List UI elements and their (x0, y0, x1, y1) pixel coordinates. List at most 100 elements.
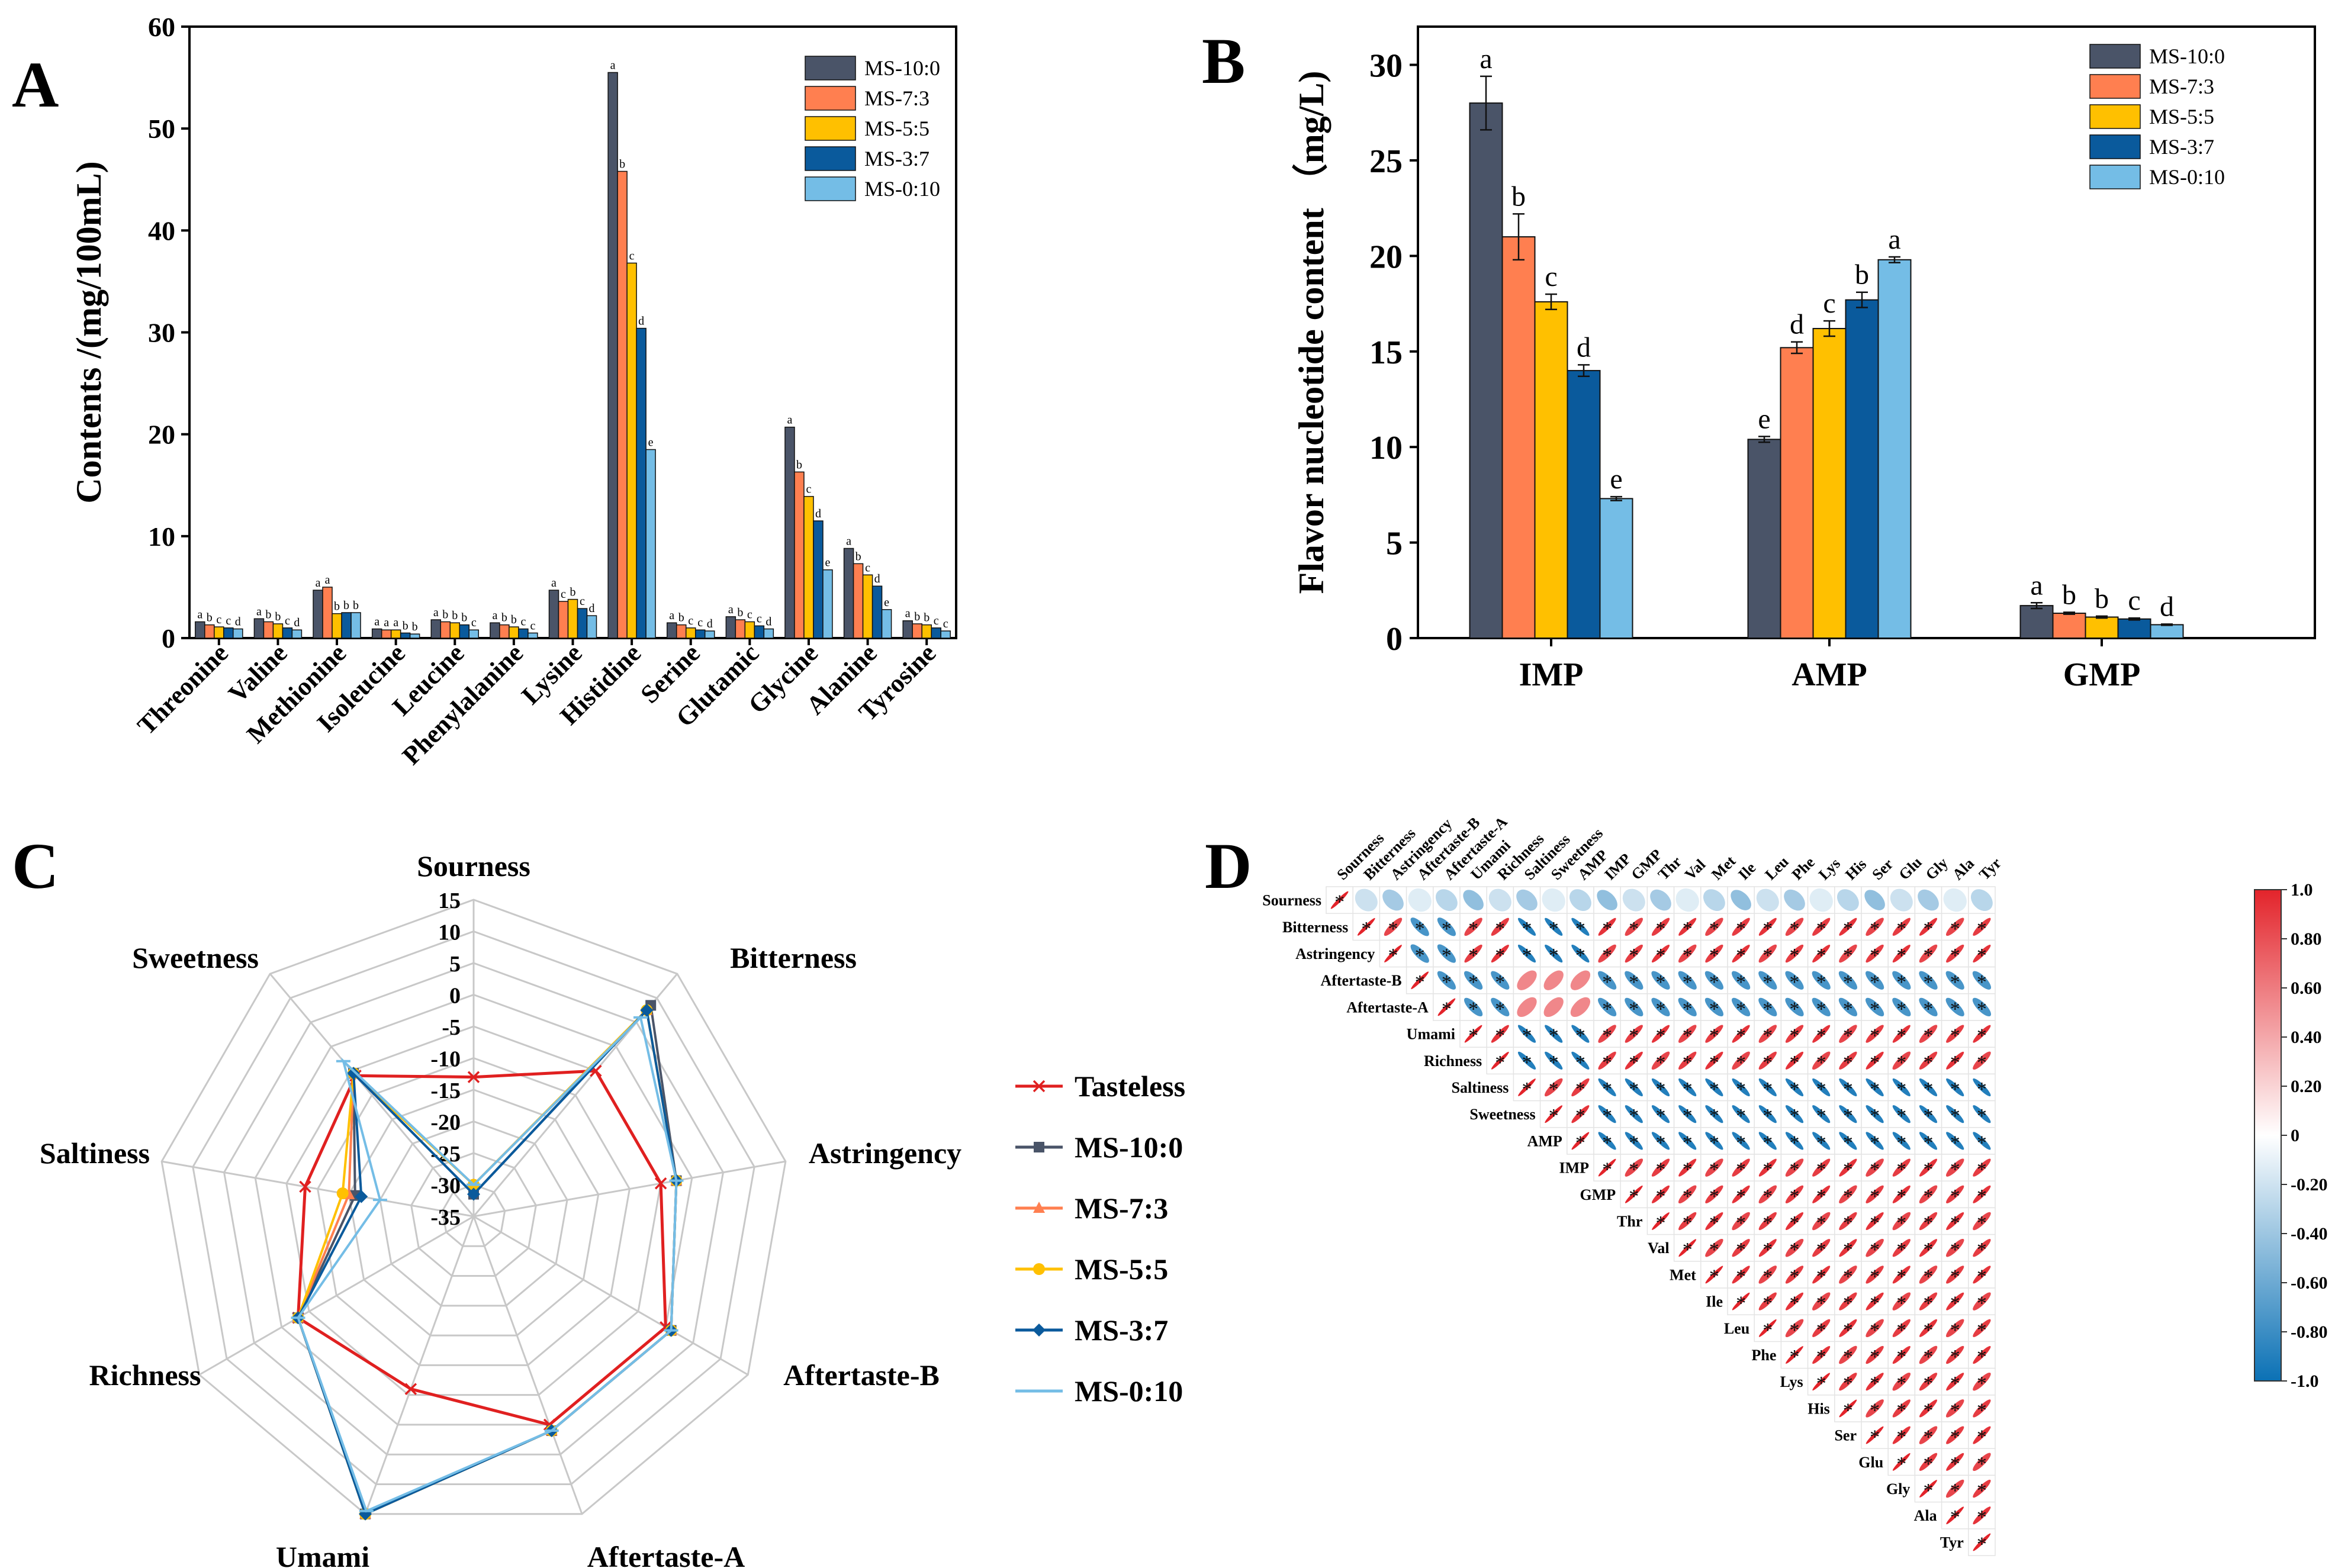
y-tick-label: 60 (148, 12, 175, 42)
correlation-ellipse (1919, 1292, 1938, 1311)
significance-letter: b (265, 608, 271, 621)
significance-asterisk: * (1950, 1025, 1960, 1047)
taste-radar-chart: 151050-5-10-15-20-25-30-35SournessBitter… (40, 849, 1185, 1568)
correlation-ellipse (1758, 944, 1777, 963)
radar-tick-label: -25 (430, 1142, 461, 1167)
correlation-ellipse (1732, 1105, 1750, 1123)
significance-asterisk: * (1843, 1399, 1853, 1421)
legend-label: MS-0:10 (864, 177, 940, 201)
correlation-ellipse (1945, 917, 1964, 936)
bar (350, 612, 361, 639)
heatmap-cell (1620, 1127, 1648, 1155)
significance-asterisk: * (1924, 918, 1934, 940)
amino-acid-bar-chart: 0 10 20 30 40 50 60 Contents /(mg/100mL) Threoni… (69, 12, 957, 771)
significance-asterisk: * (1977, 998, 1987, 1020)
significance-asterisk: * (1656, 998, 1666, 1020)
significance-asterisk: * (1629, 1025, 1639, 1047)
significance-asterisk: * (1656, 1025, 1666, 1047)
correlation-ellipse (1866, 1292, 1884, 1311)
heatmap-column-label: Glu (1896, 854, 1925, 883)
correlation-ellipse (1973, 1185, 1991, 1203)
correlation-ellipse (1464, 1025, 1482, 1043)
radar-tick-label: 5 (449, 952, 461, 977)
heatmap-row-label: Ala (1914, 1507, 1937, 1524)
marker-diamond (467, 1187, 480, 1201)
marker-cross (1033, 1080, 1046, 1093)
significance-asterisk: * (1977, 1212, 1987, 1234)
significance-asterisk: * (1843, 1078, 1853, 1100)
significance-asterisk: * (1575, 1132, 1585, 1154)
correlation-ellipse (1705, 1158, 1723, 1177)
heatmap-column-label: Ile (1735, 859, 1759, 883)
panel-label-a: A (12, 49, 59, 121)
heatmap-cell (1700, 1261, 1728, 1289)
significance-asterisk: * (1924, 1239, 1934, 1261)
correlation-ellipse (1678, 1132, 1697, 1150)
significance-letter: a (610, 59, 616, 72)
correlation-ellipse (1437, 917, 1456, 936)
correlation-ellipse (1731, 890, 1751, 910)
correlation-ellipse (1785, 1158, 1804, 1177)
significance-asterisk: * (1870, 1078, 1880, 1100)
significance-asterisk: * (1790, 1052, 1800, 1074)
significance-letter: d (1790, 309, 1804, 340)
significance-asterisk: * (1870, 1132, 1880, 1154)
legend-label: MS-3:7 (1075, 1313, 1168, 1347)
significance-asterisk: * (1790, 1346, 1800, 1368)
correlation-ellipse (1892, 1185, 1911, 1203)
correlation-ellipse (1839, 1373, 1857, 1391)
bar (763, 628, 774, 639)
bar (2019, 605, 2054, 639)
correlation-ellipse (1622, 888, 1645, 912)
correlation-ellipse (1864, 890, 1885, 910)
correlation-ellipse (1973, 1212, 1991, 1231)
correlation-ellipse (1892, 1158, 1911, 1177)
heatmap-row-label: AMP (1527, 1132, 1562, 1150)
significance-asterisk: * (1816, 1212, 1826, 1234)
correlation-ellipse (1973, 1506, 1991, 1525)
significance-asterisk: * (1896, 1319, 1906, 1341)
heatmap-row-label: Sourness (1262, 892, 1321, 909)
significance-asterisk: * (1442, 998, 1452, 1020)
significance-asterisk: * (1762, 1239, 1773, 1261)
bar (725, 616, 736, 639)
bar (390, 629, 401, 639)
significance-letter: c (530, 619, 535, 632)
significance-letter: e (1610, 463, 1622, 495)
significance-asterisk: * (1843, 1132, 1853, 1154)
correlation-ellipse (1973, 1345, 1991, 1364)
significance-asterisk: * (1549, 1025, 1559, 1047)
correlation-ellipse (1488, 888, 1511, 912)
significance-asterisk: * (1629, 1186, 1639, 1208)
significance-letter: c (629, 249, 635, 262)
significance-asterisk: * (1602, 1159, 1612, 1181)
correlation-ellipse (1732, 944, 1750, 963)
colorbar-tick-label: -1.0 (2291, 1371, 2319, 1391)
significance-asterisk: * (1762, 1186, 1773, 1208)
correlation-ellipse (1625, 1185, 1643, 1203)
colorbar-tick-label: -0.80 (2291, 1322, 2328, 1342)
radar-axis-label: Richness (89, 1358, 201, 1392)
correlation-ellipse (1945, 1479, 1964, 1498)
bar (459, 624, 470, 639)
correlation-ellipse (1732, 1025, 1750, 1043)
radar-grid-ring (348, 1089, 600, 1337)
significance-letter: a (316, 577, 321, 590)
correlation-ellipse (1651, 1158, 1670, 1177)
significance-asterisk: * (1843, 1346, 1853, 1368)
correlation-ellipse (1732, 1132, 1750, 1150)
significance-asterisk: * (1950, 1186, 1960, 1208)
significance-asterisk: * (1762, 945, 1773, 967)
significance-asterisk: * (1736, 1025, 1746, 1047)
bar (586, 615, 597, 639)
significance-asterisk: * (1602, 945, 1612, 967)
significance-asterisk: * (1924, 1105, 1934, 1127)
correlation-ellipse (1839, 1212, 1857, 1231)
significance-asterisk: * (1790, 1319, 1800, 1341)
significance-asterisk: * (1575, 945, 1585, 967)
significance-asterisk: * (1896, 998, 1906, 1020)
correlation-ellipse (1651, 1078, 1670, 1097)
correlation-ellipse (1571, 1132, 1590, 1150)
correlation-ellipse (1839, 1345, 1857, 1364)
